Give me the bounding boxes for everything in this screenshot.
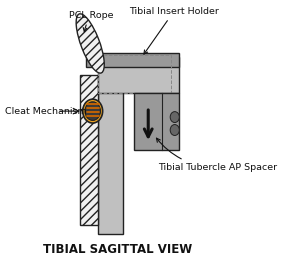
Text: Cleat Mechanism: Cleat Mechanism [5, 107, 87, 116]
Bar [98, 54, 179, 67]
Text: TIBIAL SAGITTAL VIEW: TIBIAL SAGITTAL VIEW [43, 243, 192, 256]
Bar [98, 58, 179, 93]
Circle shape [170, 125, 179, 135]
Text: Tibial Insert Holder: Tibial Insert Holder [129, 7, 219, 54]
Text: PCL Rope: PCL Rope [69, 11, 113, 32]
Circle shape [170, 112, 179, 122]
Circle shape [83, 99, 103, 123]
Bar [86, 54, 100, 67]
Ellipse shape [76, 14, 104, 73]
Bar [98, 55, 171, 93]
Bar [80, 75, 98, 224]
Circle shape [85, 102, 100, 120]
Text: Tibial Tubercle AP Spacer: Tibial Tubercle AP Spacer [156, 138, 277, 172]
Bar [98, 75, 123, 235]
Bar [134, 93, 179, 150]
